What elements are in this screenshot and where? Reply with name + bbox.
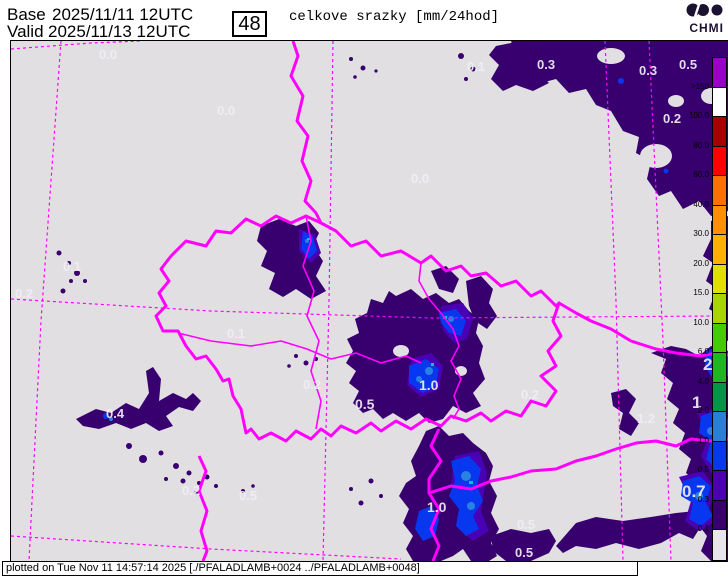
map-canvas: [11, 41, 728, 561]
scale-segment: [713, 87, 726, 117]
scale-segment: [713, 441, 726, 471]
scale-segment: [713, 294, 726, 324]
valid-label: Valid: [7, 22, 44, 41]
scale-label: 15.0: [693, 288, 709, 297]
scale-segment: [713, 412, 726, 442]
base-label: Base: [7, 5, 46, 24]
scale-segment: [713, 176, 726, 206]
meridian-line: [648, 41, 672, 561]
plot-info-bar: plotted on Tue Nov 11 14:57:14 2025 [./P…: [2, 561, 638, 576]
chmi-logo: CHMI: [676, 2, 724, 35]
scale-label: 30.0: [693, 229, 709, 238]
scale-segment: [713, 530, 726, 560]
scale-label: 40.0: [693, 199, 709, 209]
graticule: [11, 41, 719, 561]
parallel-line: [11, 41, 142, 50]
forecast-hour-box: 48: [232, 11, 267, 37]
scale-segment: [713, 471, 726, 501]
scale-label: 10.0: [693, 317, 709, 327]
scale-segment: [713, 382, 726, 412]
scale-segment: [713, 117, 726, 147]
scale-segment: [713, 58, 726, 88]
scale-label: 0.5: [697, 465, 709, 474]
precipitation-map: 0.0 0.0 0.0 0.1 0.3 0.3 0.2 0.5 0.1 0.2 0.1 0.2 0.5 1…: [10, 40, 728, 562]
scale-segment: [713, 235, 726, 265]
scale-label: 2.0: [697, 406, 709, 415]
parallel-line: [11, 535, 402, 560]
scale-label: >150: [690, 81, 709, 91]
region-borders: [177, 215, 462, 430]
scale-label: 60.0: [693, 170, 709, 179]
chmi-logo-text: CHMI: [689, 21, 724, 35]
scale-segment: [713, 264, 726, 294]
scale-label: 1.0: [697, 435, 709, 445]
scale-label: 6.0: [697, 347, 709, 356]
base-time: 2025/11/11 12UTC: [52, 5, 194, 24]
country-borders: [154, 41, 728, 561]
scale-segment: [713, 500, 726, 530]
scale-label: 20.0: [693, 258, 709, 268]
scale-label: 0.1: [697, 524, 709, 533]
scale-label: 80.0: [693, 140, 709, 150]
valid-time: 2025/11/13 12UTC: [48, 22, 191, 41]
precip-dark-purple-layer: [56, 41, 728, 561]
scale-label: 4.0: [697, 376, 709, 386]
scale-segment: [713, 146, 726, 176]
scale-segment: [713, 205, 726, 235]
meridian-line: [28, 41, 62, 561]
chmi-logo-icon: [686, 2, 723, 19]
scale-label: 0.3: [697, 494, 709, 504]
meridian-line: [322, 41, 334, 561]
page-title: celkove srazky [mm/24hod]: [289, 9, 500, 25]
scale-segment: [713, 353, 726, 383]
color-scale-bar: [712, 57, 727, 561]
meridian-line: [604, 41, 624, 561]
scale-label: 100.0: [688, 111, 709, 120]
scale-segment: [713, 323, 726, 353]
